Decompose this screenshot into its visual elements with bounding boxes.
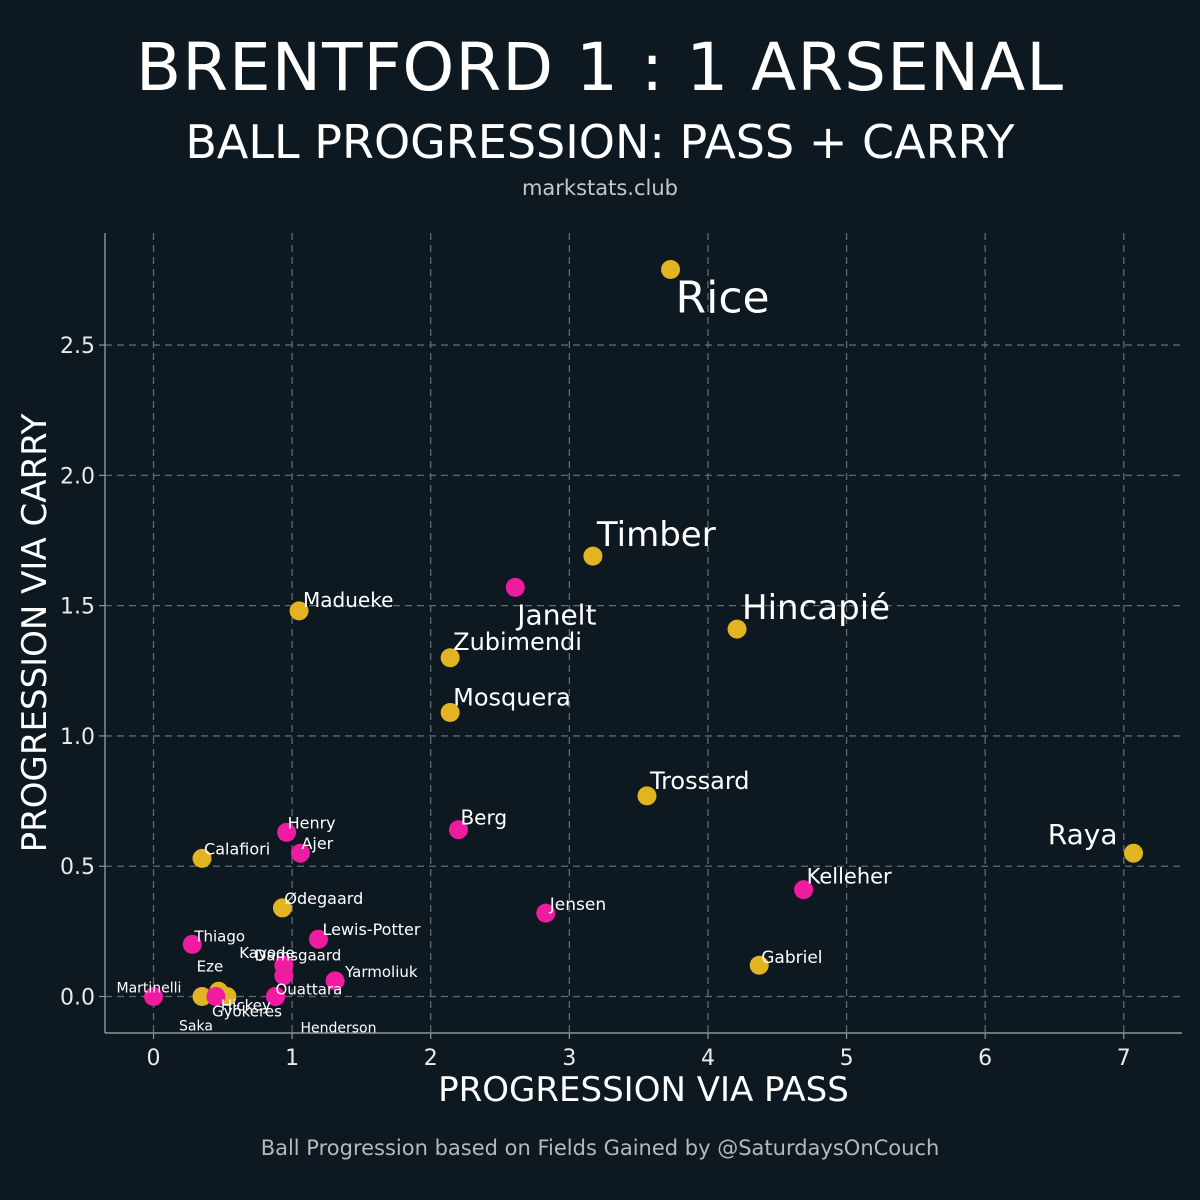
point-lewis-potter (308, 929, 328, 949)
y-tick-label: 1.0 (60, 725, 95, 750)
x-tick-label: 1 (285, 1046, 299, 1071)
point-berg (448, 820, 468, 840)
point-damsgaard (274, 966, 294, 986)
x-tick-label: 7 (1117, 1046, 1131, 1071)
label-mosquera: Mosquera (453, 683, 571, 711)
axes: 0 1 2 3 4 5 6 7 0.0 0.5 1.0 1.5 2.0 2.5 (60, 233, 1182, 1071)
label-henderson: Henderson (300, 1021, 376, 1037)
chart-title: BRENTFORD 1 : 1 ARSENAL (135, 29, 1065, 106)
label-madueke: Madueke (303, 588, 393, 612)
point-zubimendi (440, 648, 460, 668)
label-gyokeres: Gyökeres (212, 1003, 282, 1021)
x-tick-label: 5 (840, 1046, 854, 1071)
point-hickey (206, 987, 226, 1007)
label-gabriel: Gabriel (761, 948, 822, 968)
label-odegaard: Ødegaard (284, 889, 363, 908)
footer-credit: Ball Progression based on Fields Gained … (260, 1136, 940, 1160)
y-tick-label: 1.5 (60, 595, 95, 620)
x-tick-label: 4 (701, 1046, 715, 1071)
y-tick-label: 2.0 (60, 464, 95, 489)
point-rice (661, 259, 681, 279)
x-tick-label: 3 (562, 1046, 576, 1071)
point-henry (277, 822, 297, 842)
point-gabriel (749, 955, 769, 975)
label-damsgaard: Damsgaard (255, 947, 342, 965)
label-rice: Rice (676, 272, 770, 323)
data-points (144, 259, 1143, 1007)
label-martinelli: Martinelli (117, 981, 182, 997)
label-hickey: Hickey (221, 997, 271, 1015)
label-berg: Berg (460, 806, 507, 830)
label-eze: Eze (197, 957, 224, 975)
y-tick-label: 0.5 (60, 855, 95, 880)
label-henry: Henry (288, 813, 336, 832)
point-kelleher (794, 880, 814, 900)
point-trossard (637, 786, 657, 806)
point-raya (1123, 843, 1143, 863)
x-axis-label: PROGRESSION VIA PASS (438, 1070, 849, 1110)
chart-subtitle: BALL PROGRESSION: PASS + CARRY (185, 115, 1015, 169)
label-ajer: Ajer (301, 834, 333, 853)
label-timber: Timber (596, 515, 716, 555)
label-kayode: Kayode (239, 944, 295, 962)
point-labels: Rice Timber Hincapié Madueke Zubimendi Mosque… (117, 272, 1118, 1036)
point-odegaard (272, 898, 292, 918)
source-label: markstats.club (521, 176, 679, 200)
point-yarmoliuk (325, 971, 345, 991)
label-trossard: Trossard (649, 767, 750, 795)
x-tick-label: 2 (424, 1046, 438, 1071)
point-hincapie (727, 619, 747, 639)
point-thiago (182, 934, 202, 954)
point-ajer (290, 843, 310, 863)
label-lewis-potter: Lewis-Potter (322, 920, 420, 939)
label-janelt: Janelt (515, 598, 596, 631)
label-calafiori: Calafiori (204, 839, 270, 858)
x-tick-label: 0 (147, 1046, 161, 1071)
label-raya: Raya (1048, 818, 1118, 851)
point-jensen (536, 903, 556, 923)
grid-lines (105, 233, 1182, 1033)
point-martinelli (144, 987, 164, 1007)
y-tick-label: 2.5 (60, 334, 95, 359)
point-timber (583, 546, 603, 566)
label-ouattara: Ouattara (275, 981, 342, 999)
point-henderson (265, 987, 285, 1007)
label-zubimendi: Zubimendi (453, 628, 582, 656)
label-saka: Saka (179, 1019, 213, 1035)
label-jensen: Jensen (549, 895, 606, 915)
point-madueke (289, 601, 309, 621)
label-thiago: Thiago (193, 927, 245, 945)
y-axis-label: PROGRESSION VIA CARRY (15, 413, 55, 852)
point-mosquera (440, 702, 460, 722)
y-tick-label: 0.0 (60, 986, 95, 1011)
label-hincapie: Hincapié (742, 588, 890, 628)
x-tick-label: 6 (978, 1046, 992, 1071)
point-janelt (505, 577, 525, 597)
point-calafiori (192, 848, 212, 868)
label-yarmoliuk: Yarmoliuk (344, 963, 418, 981)
point-saka (192, 987, 212, 1007)
label-kelleher: Kelleher (807, 865, 892, 889)
